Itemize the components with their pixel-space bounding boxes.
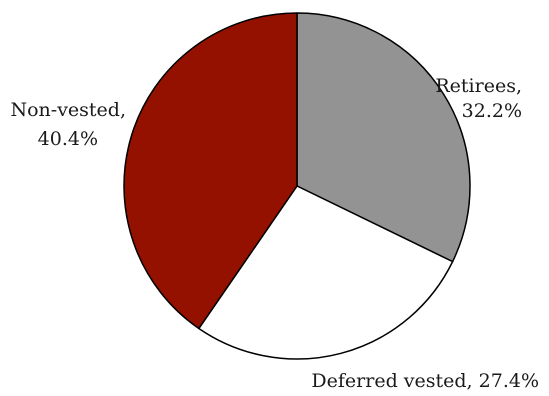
pie-slice-non-vested	[123, 12, 298, 330]
slice-value-non-vested: 40.4%	[38, 128, 98, 150]
slice-value-retirees: 32.2%	[462, 100, 522, 122]
pie-slices	[123, 12, 471, 360]
slice-label-retirees: Retirees,	[435, 75, 522, 97]
slice-label-non-vested: Non-vested,	[10, 99, 126, 121]
slice-label-deferred-vested: Deferred vested, 27.4%	[311, 370, 539, 392]
pie-slice-deferred-vested	[198, 185, 454, 360]
pie-slice-retirees	[296, 12, 471, 263]
